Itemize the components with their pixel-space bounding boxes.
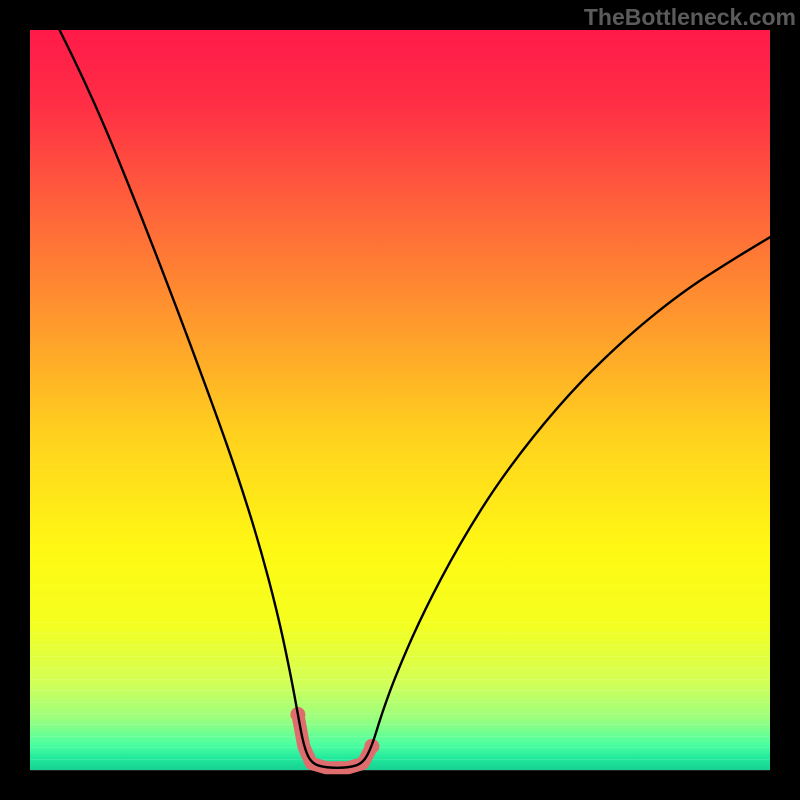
chart-svg (0, 0, 800, 800)
bottleneck-curve (60, 30, 770, 768)
watermark-text: TheBottleneck.com (584, 4, 796, 31)
